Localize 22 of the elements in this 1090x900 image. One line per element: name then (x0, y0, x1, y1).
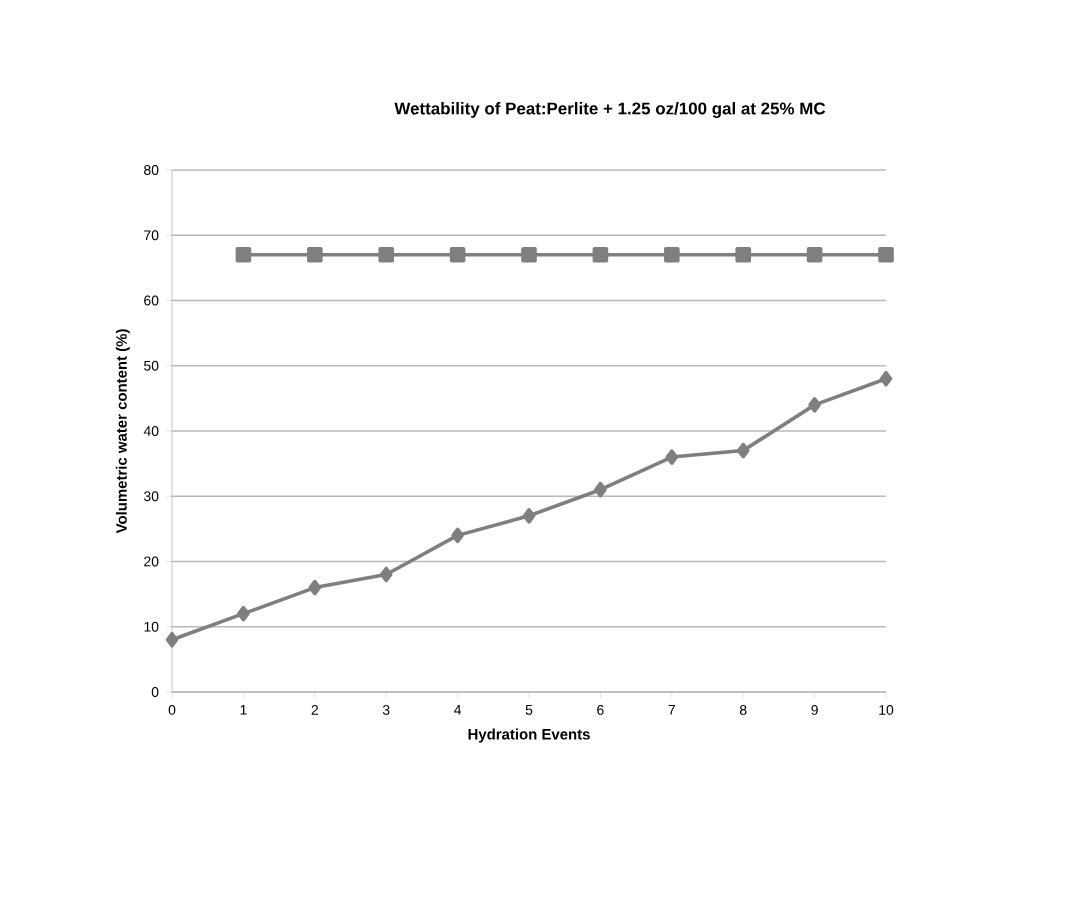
point (594, 481, 607, 498)
point (879, 370, 893, 387)
point (806, 247, 823, 263)
point (521, 247, 537, 263)
point (451, 527, 464, 544)
point (237, 605, 250, 622)
point (378, 247, 395, 263)
point (449, 247, 466, 263)
point (735, 247, 752, 263)
point (307, 247, 323, 263)
point (878, 247, 894, 263)
point (379, 566, 393, 583)
point (522, 508, 536, 524)
point (592, 247, 609, 263)
chart-title: Wettability of Peat:Perlite + 1.25 oz/100 gal at 25% MC (394, 102, 826, 118)
point (165, 631, 179, 648)
point (308, 579, 322, 596)
point (808, 397, 821, 413)
point (235, 247, 252, 263)
point (736, 442, 750, 459)
point (665, 449, 679, 465)
point (664, 247, 680, 263)
